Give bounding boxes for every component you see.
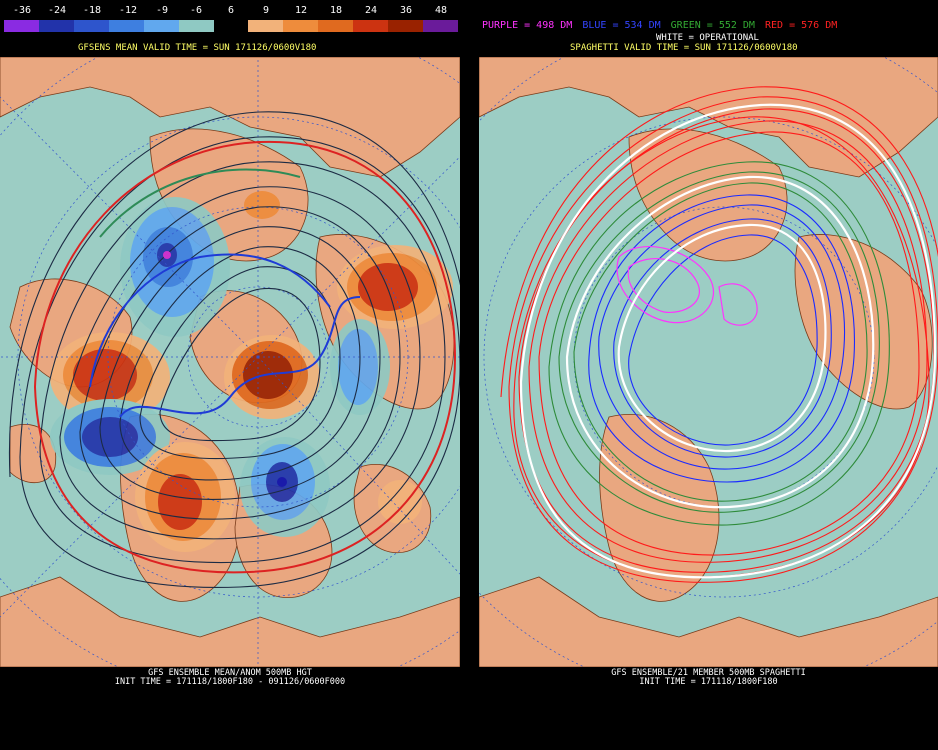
left-footer-line1: GFS ENSEMBLE MEAN/ANOM 500MB HGT: [148, 668, 312, 678]
highlighted-contours: [33, 140, 457, 574]
scale-label: -24: [47, 5, 67, 16]
contour-legend: PURPLE = 498 DM BLUE = 534 DM GREEN = 55…: [482, 21, 837, 31]
scale-swatch: [143, 20, 179, 32]
scale-swatch: [283, 20, 319, 32]
operational-contours: [519, 103, 937, 579]
scale-swatch: [4, 20, 39, 32]
scale-swatch: [423, 20, 458, 32]
scale-swatch: [213, 20, 249, 32]
scale-label: -12: [118, 5, 138, 16]
ensemble-mean-map-svg: [0, 57, 460, 667]
scale-swatch: [178, 20, 214, 32]
scale-label: -18: [82, 5, 102, 16]
legend-red: RED = 576 DM: [764, 20, 838, 31]
scale-label: 9: [262, 5, 270, 16]
color-scale-bar: [4, 20, 458, 32]
right-footer-line2: INIT TIME = 171118/1800F180: [639, 677, 778, 687]
left-footer: GFS ENSEMBLE MEAN/ANOM 500MB HGT INIT TI…: [0, 669, 460, 687]
scale-swatch: [388, 20, 424, 32]
scale-swatch: [353, 20, 389, 32]
right-footer: GFS ENSEMBLE/21 MEMBER 500MB SPAGHETTI I…: [479, 669, 938, 687]
scale-swatch: [73, 20, 109, 32]
scale-label: -6: [189, 5, 203, 16]
scale-label: 18: [329, 5, 343, 16]
spaghetti-map: [479, 57, 938, 667]
ensemble-mean-map: [0, 57, 460, 667]
scale-swatch: [38, 20, 74, 32]
left-panel-title: GFSENS MEAN VALID TIME = SUN 171126/0600…: [78, 43, 317, 53]
scale-labels: -36 -24 -18 -12 -9 -6 6 9 12 18 24 36 48: [0, 6, 460, 18]
low-center-marker: [163, 251, 171, 259]
green-contours: [548, 161, 890, 526]
scale-swatch: [318, 20, 354, 32]
legend-purple: PURPLE = 498 DM: [482, 20, 573, 31]
legend-blue: BLUE = 534 DM: [582, 20, 661, 31]
right-footer-line1: GFS ENSEMBLE/21 MEMBER 500MB SPAGHETTI: [611, 668, 806, 678]
right-panel-title: SPAGHETTI VALID TIME = SUN 171126/0600V1…: [570, 43, 798, 53]
legend-green: GREEN = 552 DM: [670, 20, 755, 31]
low-center-marker: [277, 477, 287, 487]
scale-label: 36: [399, 5, 413, 16]
scale-swatch: [248, 20, 284, 32]
scale-label: 12: [294, 5, 308, 16]
spaghetti-map-svg: [479, 57, 938, 667]
scale-label: -36: [12, 5, 32, 16]
scale-label: 24: [364, 5, 378, 16]
scale-label: -9: [155, 5, 169, 16]
landmasses: [479, 57, 938, 667]
scale-label: 48: [434, 5, 448, 16]
scale-label: 6: [227, 5, 235, 16]
left-footer-line2: INIT TIME = 171118/1800F180 - 091126/060…: [114, 677, 346, 687]
anomaly-shading: [50, 191, 453, 552]
legend-white-operational: WHITE = OPERATIONAL: [656, 33, 759, 43]
scale-swatch: [108, 20, 144, 32]
blue-contours: [588, 194, 856, 483]
